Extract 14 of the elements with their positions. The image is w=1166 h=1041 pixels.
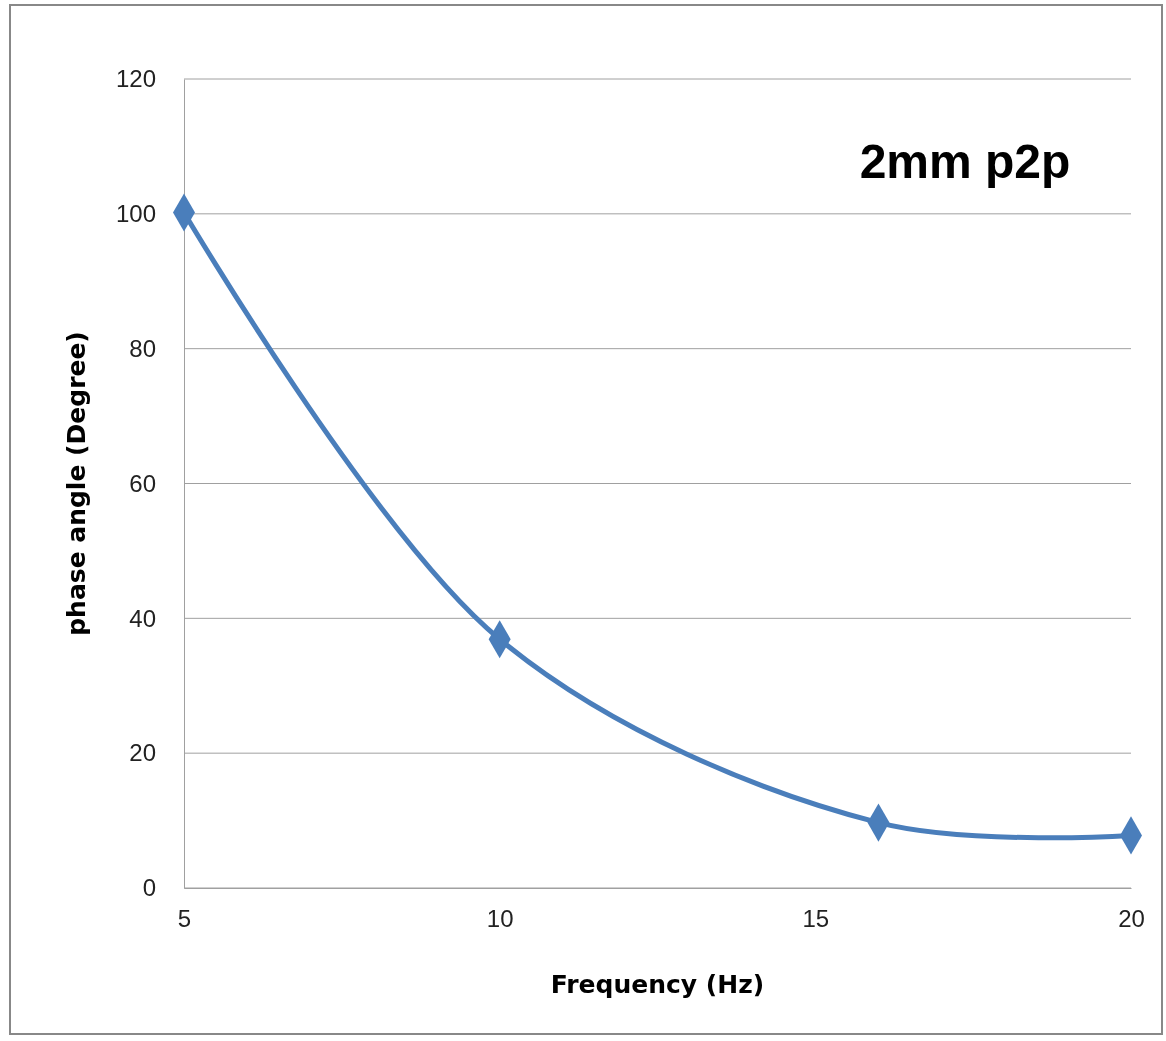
- x-tick-label: 10: [486, 905, 514, 933]
- annotation: 2mm p2p: [859, 135, 1071, 188]
- x-tick-label: 15: [802, 905, 830, 933]
- y-tick-label: 100: [115, 200, 156, 228]
- x-axis-title: Frequency (Hz): [550, 970, 765, 999]
- y-tick-label: 120: [115, 65, 156, 93]
- y-tick-label: 80: [129, 334, 156, 362]
- x-tick-label: 5: [177, 905, 192, 933]
- y-tick-label: 40: [129, 604, 156, 632]
- y-tick-label: 20: [129, 739, 156, 767]
- y-axis-title: phase angle (Degree): [62, 331, 91, 636]
- x-tick-label: 20: [1118, 905, 1145, 933]
- y-tick-label: 0: [142, 874, 156, 902]
- y-tick-label: 60: [129, 469, 156, 497]
